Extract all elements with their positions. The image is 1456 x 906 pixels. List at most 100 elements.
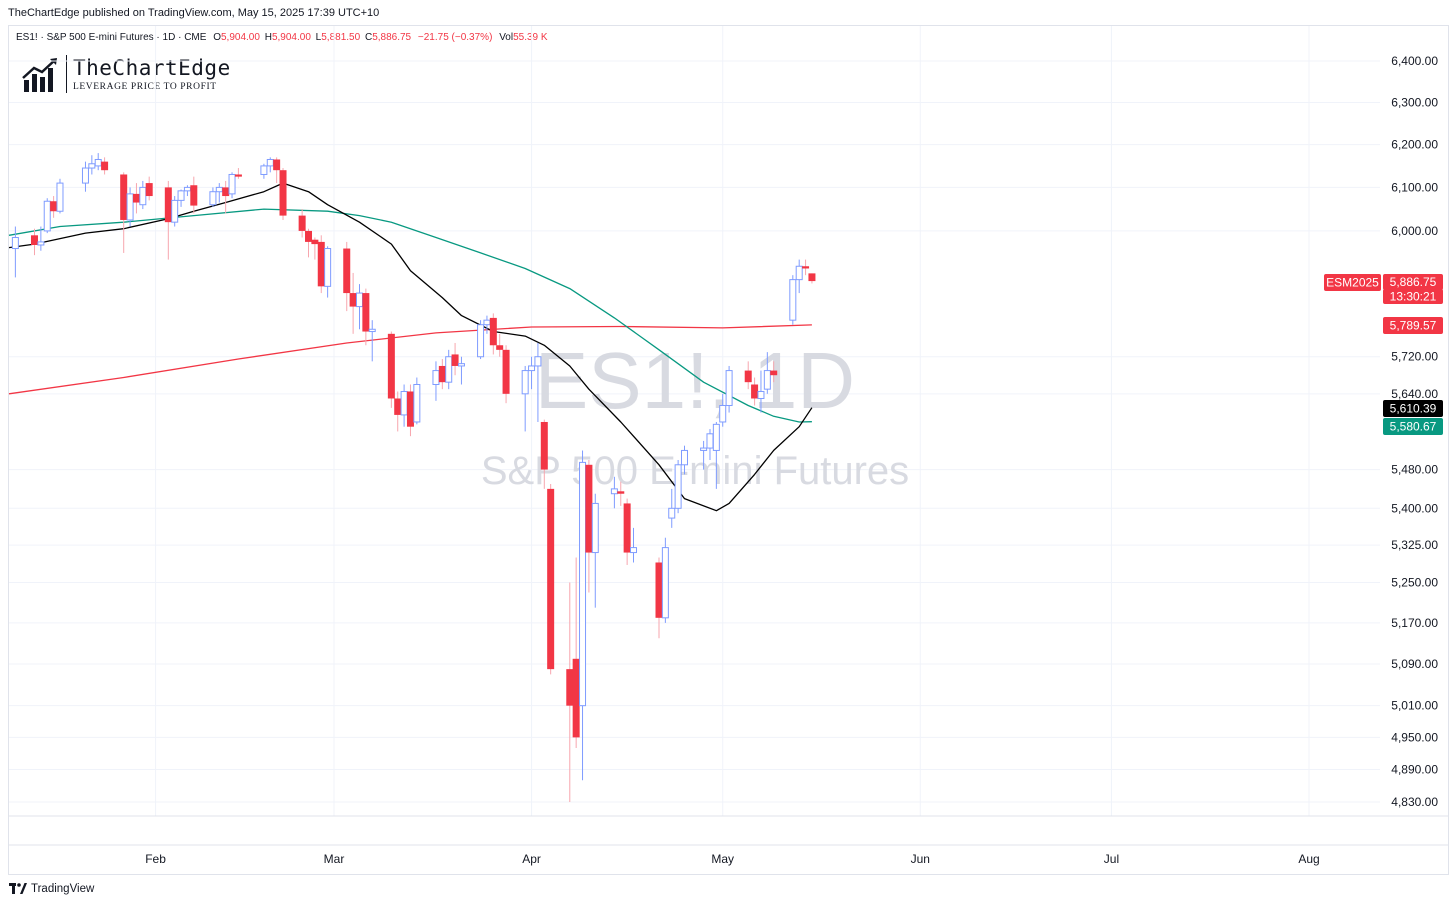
y-tick-label: 5,400.00 (1391, 501, 1438, 515)
candle (528, 356, 536, 390)
candle-body (712, 423, 720, 451)
watermark-symbol: ES1!, 1D (535, 336, 855, 425)
candle (406, 384, 414, 437)
y-tick-label: 5,720.00 (1391, 350, 1438, 364)
candle (343, 241, 351, 312)
x-tick-label: Apr (522, 852, 541, 866)
open-value: 5,904.00 (221, 32, 260, 43)
candle-body (547, 488, 555, 670)
price-badge: 13:30:21 (1383, 289, 1443, 304)
footer-brand[interactable]: TradingView (9, 883, 94, 895)
price-badge: 5,886.75 (1383, 274, 1443, 290)
candle (273, 157, 281, 184)
candle (751, 377, 759, 406)
candle-body (661, 547, 669, 619)
candle (668, 488, 676, 528)
open-label: O (213, 32, 221, 43)
candle (617, 481, 625, 506)
price-badge-bg (1324, 274, 1381, 291)
symbol-info-bar[interactable]: ES1! · S&P 500 E-mini Futures · 1D · CME… (16, 32, 548, 43)
x-tick-label: Jun (911, 852, 930, 866)
candle (489, 313, 497, 355)
candle (457, 356, 465, 385)
candle (744, 361, 752, 390)
candle-body (789, 279, 797, 321)
candle (795, 259, 803, 294)
publisher-line: TheChartEdge published on TradingView.co… (8, 7, 380, 19)
y-tick-label: 5,325.00 (1391, 538, 1438, 552)
candle-body (680, 449, 688, 466)
candle (579, 450, 587, 781)
ma-mid-line (8, 208, 812, 423)
candle-body (145, 183, 153, 197)
candle (585, 459, 593, 593)
candle-body (572, 658, 580, 738)
y-tick-label: 5,640.00 (1391, 387, 1438, 401)
candle (234, 168, 242, 179)
candle (298, 209, 306, 238)
time-axis[interactable]: Feb Mar Apr May Jun Jul Aug (9, 815, 1448, 866)
candle (11, 226, 19, 278)
candle-body (126, 193, 134, 221)
logo-tagline: LEVERAGE PRICE TO PROFIT (73, 82, 217, 92)
candle (324, 246, 332, 298)
candle-body (706, 433, 714, 449)
candle (30, 228, 38, 256)
price-badge: ESM2025 (1324, 274, 1381, 291)
candle-body (171, 199, 179, 223)
price-badge-bg (1383, 418, 1443, 435)
candle-body (324, 248, 332, 287)
logo-text: TheChartEdge LEVERAGE PRICE TO PROFIT (73, 56, 231, 92)
candle (700, 440, 708, 470)
candle (432, 361, 440, 401)
close-label: C (364, 32, 373, 43)
candle-body (37, 241, 45, 246)
close-value: 5,886.75 (372, 32, 412, 43)
candle-body (483, 319, 491, 326)
candle (477, 320, 485, 360)
candle (534, 342, 542, 422)
candle (81, 161, 89, 192)
ma-fast-line (8, 182, 813, 512)
candle-body (610, 488, 618, 495)
candle (126, 187, 134, 227)
candle (209, 187, 217, 207)
candle (502, 345, 510, 404)
candle-body (362, 293, 370, 332)
y-tick-label: 6,200.00 (1391, 138, 1438, 152)
price-badge-label: ESM2025 (1326, 276, 1379, 290)
candle (789, 275, 797, 325)
candle (757, 370, 765, 413)
symbol-title[interactable]: ES1! · S&P 500 E-mini Futures · 1D · CME (16, 32, 207, 43)
price-axis[interactable]: 6,400.00 6,300.00 6,200.00 6,100.00 6,000.00… (1391, 54, 1438, 809)
candle (266, 157, 274, 173)
watermark: ES1!, 1D S&P 500 E-mini Futures (481, 336, 909, 493)
candle-body (30, 235, 38, 245)
y-tick-label: 5,170.00 (1391, 616, 1438, 630)
candle (43, 198, 51, 234)
watermark-description: S&P 500 E-mini Futures (481, 449, 909, 493)
logo-divider (66, 55, 67, 93)
candle (630, 527, 638, 563)
candle-body (279, 170, 287, 216)
candle-body (11, 237, 19, 250)
price-badges: ESM2025 5,886.7513:30:215,789.575,610.395… (1324, 274, 1443, 435)
price-badge-label: 5,789.57 (1390, 319, 1437, 333)
price-badge-bg (1383, 317, 1443, 334)
candle-body (190, 185, 198, 206)
candle (719, 393, 727, 427)
y-tick-label: 5,480.00 (1391, 463, 1438, 477)
price-badge-label: 5,610.39 (1390, 402, 1437, 416)
candle-body (521, 370, 529, 395)
candle (228, 172, 236, 199)
low-value: 5,881.50 (321, 32, 361, 43)
candles (11, 153, 816, 802)
candle-body (413, 384, 421, 423)
candle-body (757, 390, 765, 399)
x-tick-label: Mar (324, 852, 345, 866)
y-tick-label: 5,090.00 (1391, 657, 1438, 671)
candle (591, 493, 599, 608)
candle (56, 178, 64, 214)
candle-body (617, 491, 625, 494)
